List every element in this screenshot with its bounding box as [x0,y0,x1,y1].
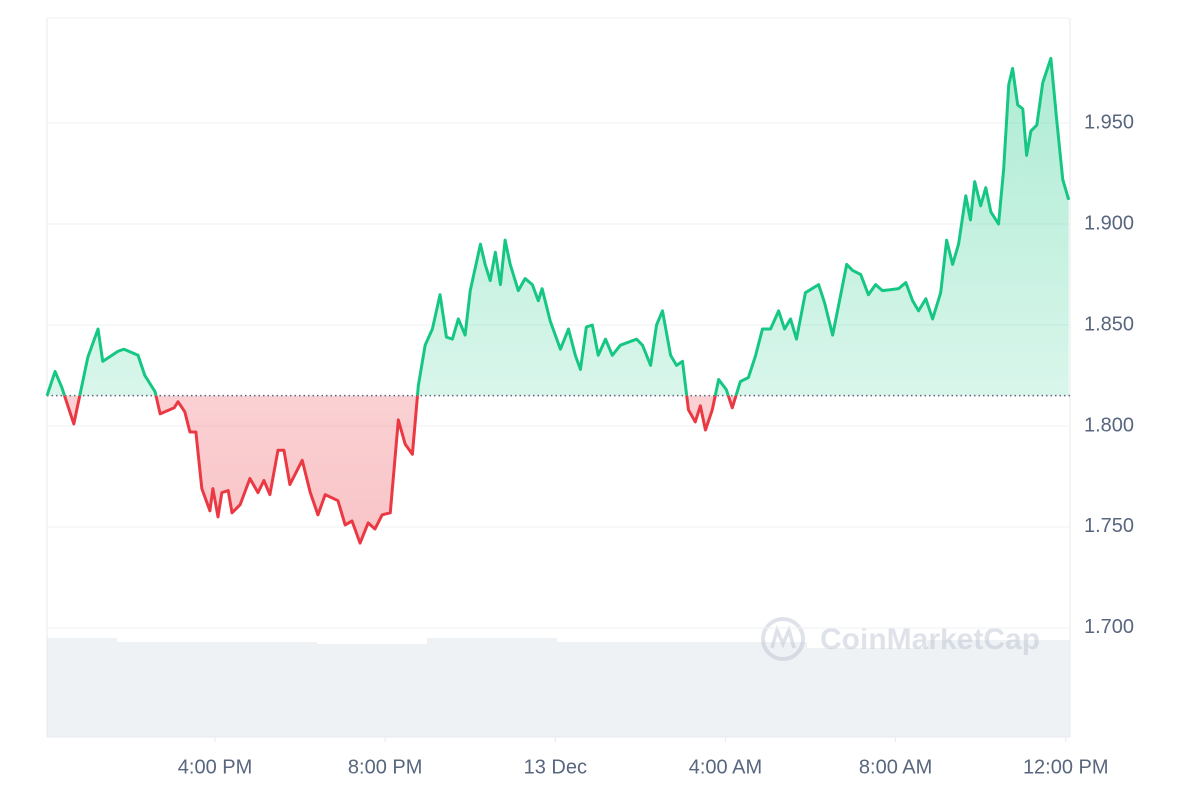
x-tick-label: 13 Dec [524,756,587,778]
volume [47,638,1070,737]
y-tick-label: 1.850 [1084,313,1134,335]
price-line-down [46,395,738,545]
x-tick-label: 4:00 PM [178,756,252,778]
x-tick-label: 8:00 PM [348,756,422,778]
area-above [47,58,1069,396]
x-tick-label: 12:00 PM [1023,756,1109,778]
x-tick-label: 8:00 AM [859,756,932,778]
y-tick-label: 1.950 [1084,111,1134,133]
y-tick-label: 1.750 [1084,515,1134,537]
y-tick-label: 1.800 [1084,414,1134,436]
y-tick-label: 1.700 [1084,616,1134,638]
area-below [47,395,1069,544]
x-tick-label: 4:00 AM [689,756,762,778]
price-line-up [45,56,1071,396]
y-tick-label: 1.900 [1084,212,1134,234]
